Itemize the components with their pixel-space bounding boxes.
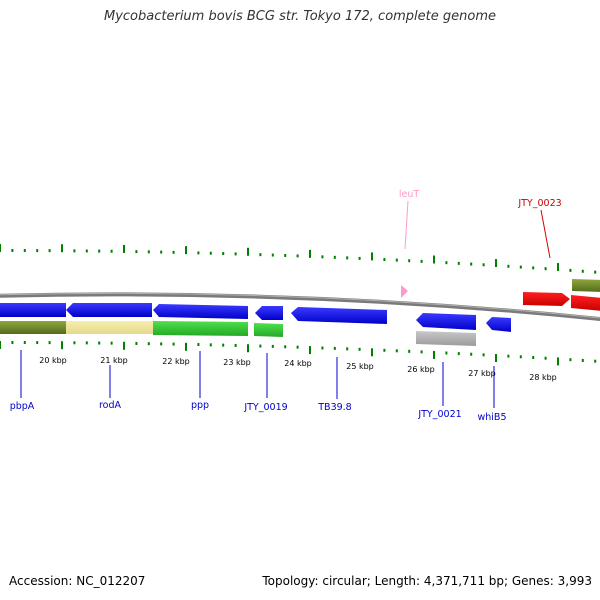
scale-label: 20 kbp xyxy=(39,356,67,365)
gene-label-roda[interactable]: rodA xyxy=(99,400,122,411)
scale-label: 28 kbp xyxy=(529,373,557,382)
ppp-gene-arrow[interactable] xyxy=(153,304,248,319)
gene-label-jty-0019[interactable]: JTY_0019 xyxy=(243,402,287,413)
gene-label-tb39-8[interactable]: TB39.8 xyxy=(317,402,351,413)
scale-label: 22 kbp xyxy=(162,357,190,366)
leader-leut xyxy=(404,200,409,250)
scale-label: 26 kbp xyxy=(407,365,435,374)
class-bar-roda[interactable] xyxy=(66,321,153,334)
class-bar-jty-0019[interactable] xyxy=(254,323,283,337)
gene-labels: pbpA rodA ppp JTY_0019 TB39.8 JTY_0021 w… xyxy=(10,189,562,423)
gene-label-jty-0023[interactable]: JTY_0023 xyxy=(517,198,561,209)
inner-tick-ring xyxy=(0,341,597,366)
scale-labels: 20 kbp 21 kbp 22 kbp 23 kbp 24 kbp 25 kb… xyxy=(39,356,557,382)
leut-trna-marker[interactable] xyxy=(401,285,408,298)
outer-tick-ring xyxy=(0,244,597,274)
gene-label-ppp[interactable]: ppp xyxy=(191,400,209,411)
gene-label-leaders xyxy=(20,200,551,408)
pbpa-gene-arrow[interactable] xyxy=(0,303,66,317)
jty-0023-gene-arrow[interactable] xyxy=(523,292,570,306)
class-bar-ppp[interactable] xyxy=(153,321,248,336)
jty-0019-gene-arrow[interactable] xyxy=(255,306,283,320)
scale-label: 23 kbp xyxy=(223,358,251,367)
accession-text: Accession: NC_012207 xyxy=(9,574,146,588)
scale-label: 21 kbp xyxy=(100,356,128,365)
topology-text: Topology: circular; Length: 4,371,711 bp… xyxy=(262,574,592,588)
genome-backbone xyxy=(0,292,600,322)
gene-label-whib5[interactable]: whiB5 xyxy=(478,412,507,423)
class-bar-pbpa[interactable] xyxy=(0,321,66,334)
tb39-8-gene-arrow[interactable] xyxy=(291,307,387,324)
jty-0021-gene-arrow[interactable] xyxy=(416,313,476,330)
gene-label-pbpa[interactable]: pbpA xyxy=(10,401,35,412)
gene-label-leut[interactable]: leuT xyxy=(399,189,420,200)
leader-jty-0023 xyxy=(540,209,551,259)
whib5-gene-arrow[interactable] xyxy=(486,317,511,332)
roda-gene-arrow[interactable] xyxy=(66,303,152,317)
map-title: Mycobacterium bovis BCG str. Tokyo 172, … xyxy=(104,9,496,24)
scale-label: 24 kbp xyxy=(284,359,312,368)
scale-label: 27 kbp xyxy=(468,369,496,378)
jty-0023b-gene-arrow[interactable] xyxy=(571,295,600,311)
gene-label-jty-0021[interactable]: JTY_0021 xyxy=(417,409,461,420)
forward-class-bar[interactable] xyxy=(572,279,600,292)
class-bar-jty-0021[interactable] xyxy=(416,331,476,346)
scale-label: 25 kbp xyxy=(346,362,374,371)
genome-backbone-highlight xyxy=(0,292,600,319)
